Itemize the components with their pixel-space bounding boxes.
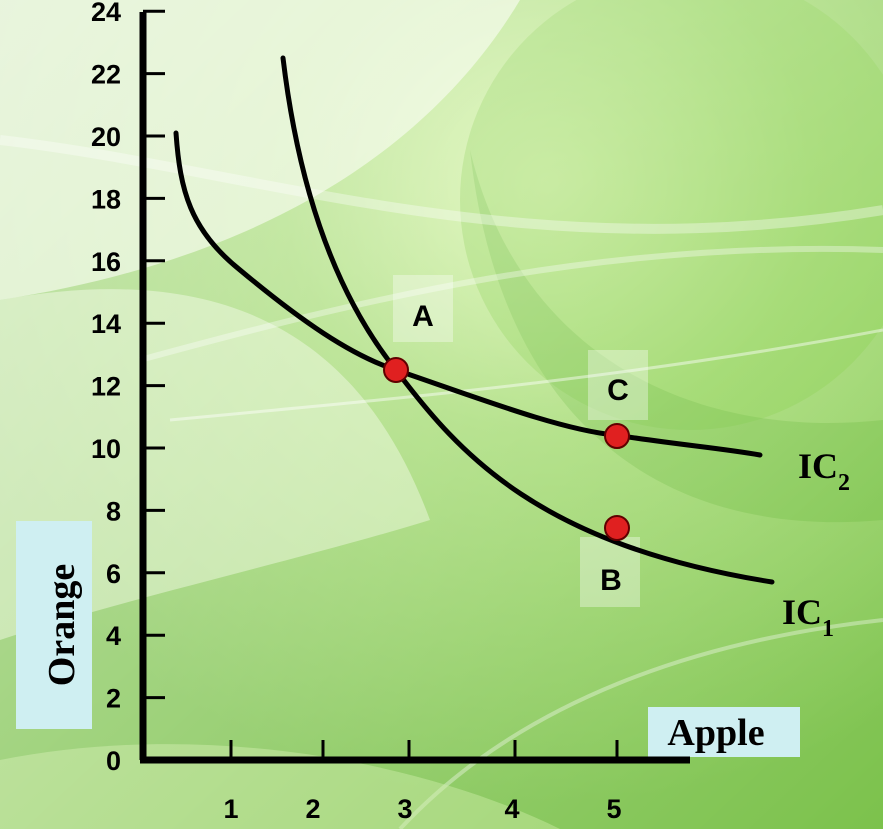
y-tick-label: 2 xyxy=(106,684,121,714)
y-axis-title: Orange xyxy=(41,564,83,686)
curve-ic-2 xyxy=(173,130,763,458)
x-tick-label: 3 xyxy=(397,794,412,824)
y-tick-label: 14 xyxy=(91,309,121,339)
x-tick-label: 4 xyxy=(504,794,519,824)
point-label-box xyxy=(588,350,648,420)
y-tick-label: 22 xyxy=(91,60,121,90)
point-marker-a xyxy=(383,357,409,383)
y-tick-label: 0 xyxy=(106,746,121,776)
point-marker-c xyxy=(604,423,630,449)
point-label-box xyxy=(393,275,453,342)
curve-label-ic-1: IC1 xyxy=(782,592,834,642)
y-tick-label: 4 xyxy=(106,621,121,651)
curve-label-ic-2: IC2 xyxy=(798,446,850,496)
point-label-b: B xyxy=(600,564,622,597)
y-tick-label: 10 xyxy=(91,434,121,464)
curve-ic-1 xyxy=(280,55,775,585)
y-tick-label: 20 xyxy=(91,122,121,152)
x-tick-label: 5 xyxy=(606,794,621,824)
y-tick-label: 24 xyxy=(91,0,121,27)
x-tick-label: 1 xyxy=(223,794,238,824)
point-label-a: A xyxy=(412,300,434,333)
y-tick-label: 8 xyxy=(106,496,121,526)
point-label-c: C xyxy=(607,374,629,407)
y-tick-label: 6 xyxy=(106,559,121,589)
y-axis-title-box xyxy=(16,521,92,729)
y-tick-label: 16 xyxy=(91,247,121,277)
x-axis-title-box xyxy=(648,707,800,757)
y-tick-label: 12 xyxy=(91,372,121,402)
point-marker-b xyxy=(604,515,630,541)
y-tick-label: 18 xyxy=(91,184,121,214)
x-tick-label: 2 xyxy=(305,794,320,824)
x-axis-title: Apple xyxy=(667,712,764,754)
